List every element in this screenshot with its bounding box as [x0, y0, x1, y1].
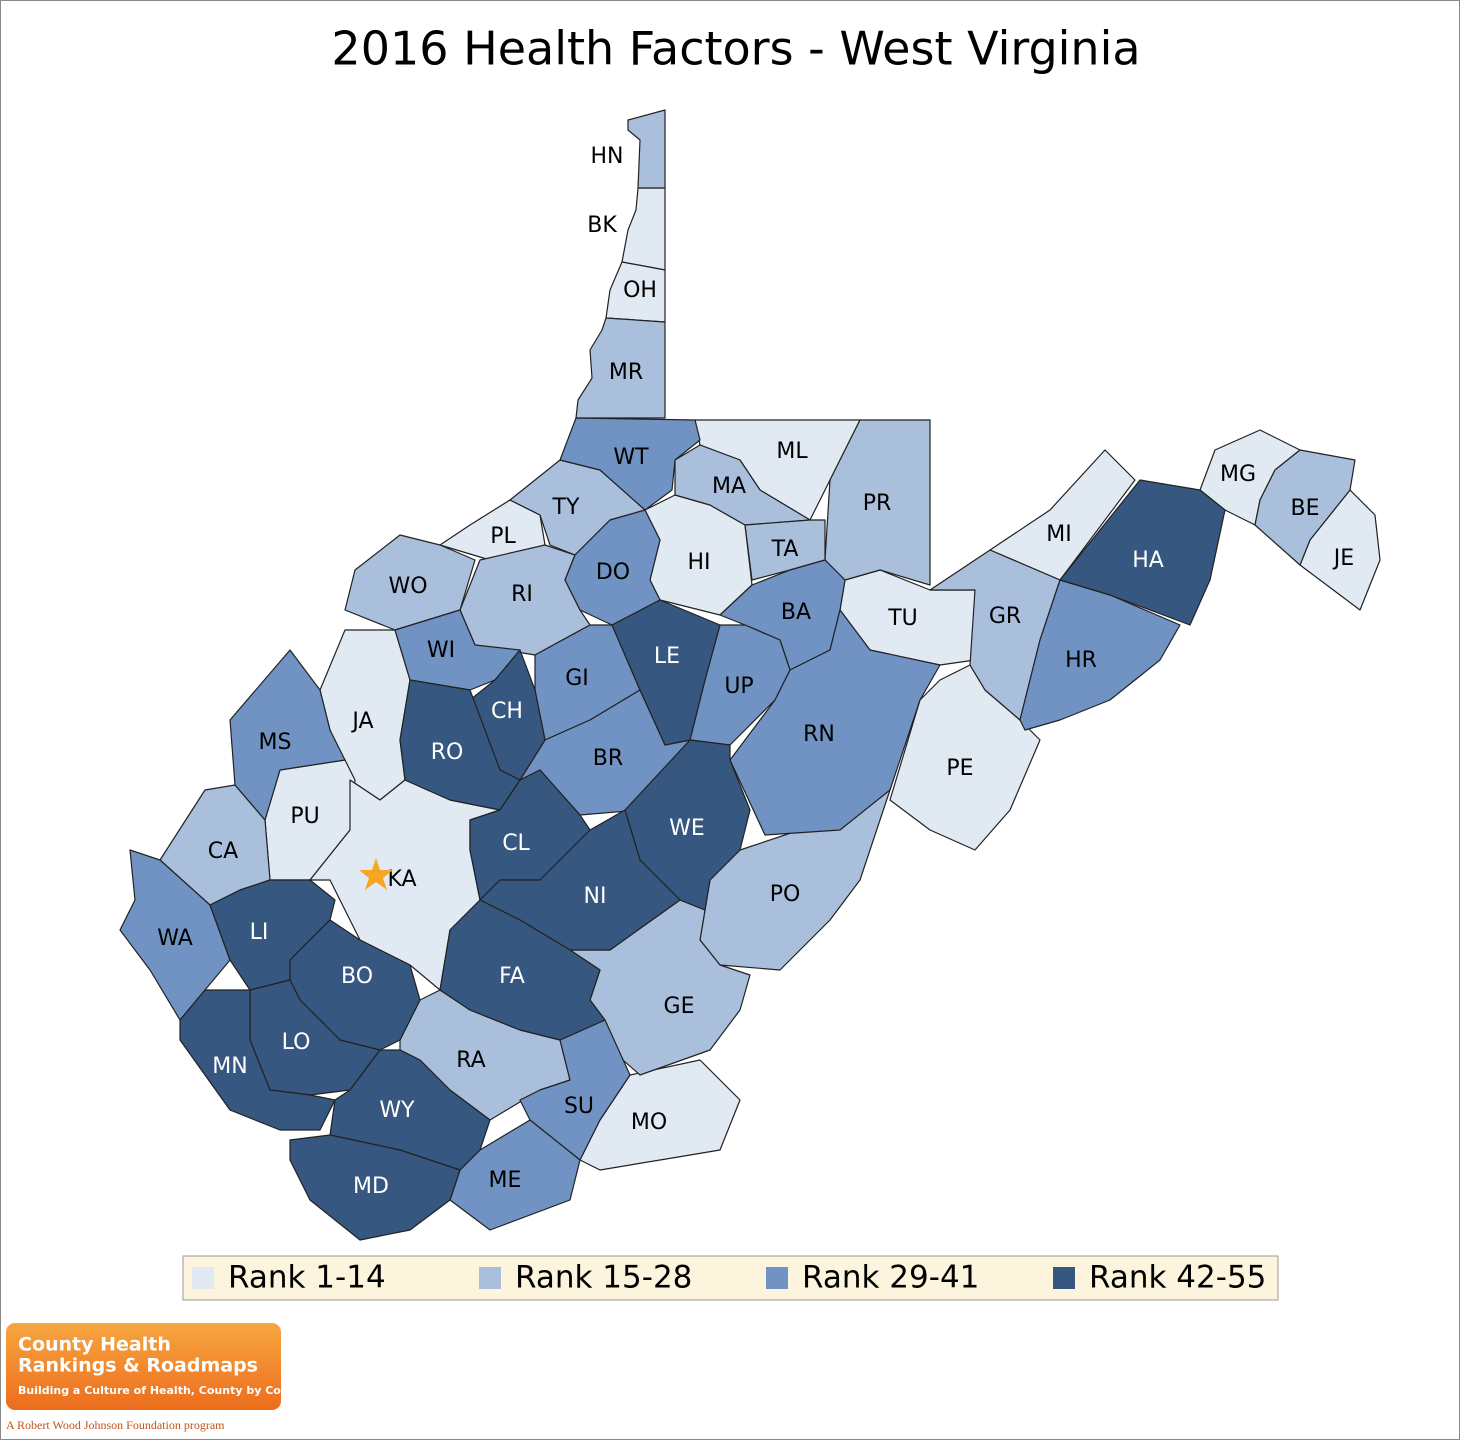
county-label: ML: [776, 439, 808, 464]
county-label: WI: [427, 638, 455, 663]
county-labels: BK OH ML PL HI TU MI MG JE JA PE PU KA MO HN MR MA PR TY TA…: [157, 144, 1354, 1199]
county: [824, 419, 931, 586]
county: [179, 989, 336, 1131]
county-label: WO: [388, 574, 427, 599]
county-label: WA: [157, 926, 193, 951]
county-label: JA: [350, 709, 373, 734]
county-label: UP: [724, 674, 753, 699]
county-label: WY: [379, 1098, 415, 1123]
legend: [182, 1255, 1279, 1301]
legend-items: Rank 1-14 Rank 15-28 Rank 29-41 Rank 42-55: [192, 1260, 1266, 1296]
county-label: WT: [613, 445, 649, 470]
county: [1254, 449, 1356, 566]
title: 2016 Health Factors - West Virginia: [331, 22, 1140, 76]
county-label: BO: [341, 964, 373, 989]
county: [329, 1049, 491, 1171]
county-label: BA: [781, 600, 811, 625]
county-label: MN: [212, 1054, 247, 1079]
capital-star: [359, 858, 393, 890]
county-label: CL: [502, 831, 530, 856]
county: [611, 599, 721, 746]
county-label: HA: [1132, 548, 1164, 573]
county-label: GE: [664, 994, 695, 1019]
legend-swatch: [192, 1267, 214, 1289]
legend-swatch: [766, 1267, 788, 1289]
logo-box: [6, 1323, 281, 1410]
logo-tagline: Building a Culture of Health, County by …: [18, 1384, 309, 1397]
county-label: TU: [887, 606, 918, 631]
county: [449, 1119, 581, 1231]
county: [729, 609, 941, 836]
county-label: SU: [564, 1094, 594, 1119]
county-label: BE: [1291, 496, 1320, 521]
county-label: ME: [489, 1168, 522, 1193]
county-label: MD: [353, 1174, 389, 1199]
county-label: CA: [208, 839, 238, 864]
county-label: TY: [552, 495, 580, 520]
county-label: OH: [623, 278, 657, 303]
legend-swatch: [1053, 1267, 1075, 1289]
county-label: DO: [596, 560, 630, 585]
county-label: MA: [712, 474, 746, 499]
county-label: BR: [593, 746, 623, 771]
legend-label: Rank 29-41: [802, 1260, 979, 1296]
county-label: HN: [591, 144, 624, 169]
county-label: LI: [250, 920, 269, 945]
county-label: NI: [584, 884, 607, 909]
county: [1019, 579, 1181, 731]
legend-label: Rank 15-28: [515, 1260, 692, 1296]
legend-swatch: [479, 1267, 501, 1289]
county-label: GR: [989, 604, 1021, 629]
county-label: PL: [490, 524, 516, 549]
legend-label: Rank 1-14: [228, 1260, 386, 1296]
counties: [119, 109, 1381, 1241]
county: [439, 899, 606, 1041]
county-label: MO: [631, 1110, 667, 1135]
county-label: LO: [282, 1030, 311, 1055]
county-label: MR: [609, 360, 643, 385]
county-label: HI: [687, 550, 710, 575]
county-label: RA: [456, 1048, 485, 1073]
logo-program: A Robert Wood Johnson Foundation program: [6, 1418, 225, 1432]
county-label: JE: [1332, 546, 1354, 571]
county-label: KA: [387, 867, 416, 892]
county-label: PR: [863, 491, 892, 516]
county-label: LE: [654, 644, 680, 669]
county: [229, 649, 346, 821]
county: [627, 109, 666, 189]
county-label: CH: [491, 699, 523, 724]
county-label: WE: [669, 816, 705, 841]
county: [344, 534, 476, 631]
county-label: PE: [946, 756, 973, 781]
county-label: PU: [290, 804, 319, 829]
county-label: MS: [259, 730, 292, 755]
logo-line1: County Health: [18, 1334, 171, 1356]
county: [575, 317, 666, 419]
county-label: TA: [771, 537, 799, 562]
legend-label: Rank 42-55: [1089, 1260, 1266, 1296]
county-label: PO: [770, 882, 801, 907]
logo-line2: Rankings & Roadmaps: [18, 1355, 258, 1377]
county-label: RO: [431, 740, 464, 765]
county: [559, 417, 701, 511]
county-label: GI: [565, 666, 589, 691]
county-label: RI: [511, 582, 533, 607]
county-label: FA: [499, 964, 525, 989]
county-label: BK: [587, 213, 617, 238]
county-label: HR: [1065, 648, 1097, 673]
county-label: MI: [1046, 522, 1071, 547]
county: [289, 1134, 461, 1241]
county: [1059, 479, 1226, 626]
county-label: MG: [1220, 462, 1256, 487]
county-label: RN: [803, 722, 835, 747]
